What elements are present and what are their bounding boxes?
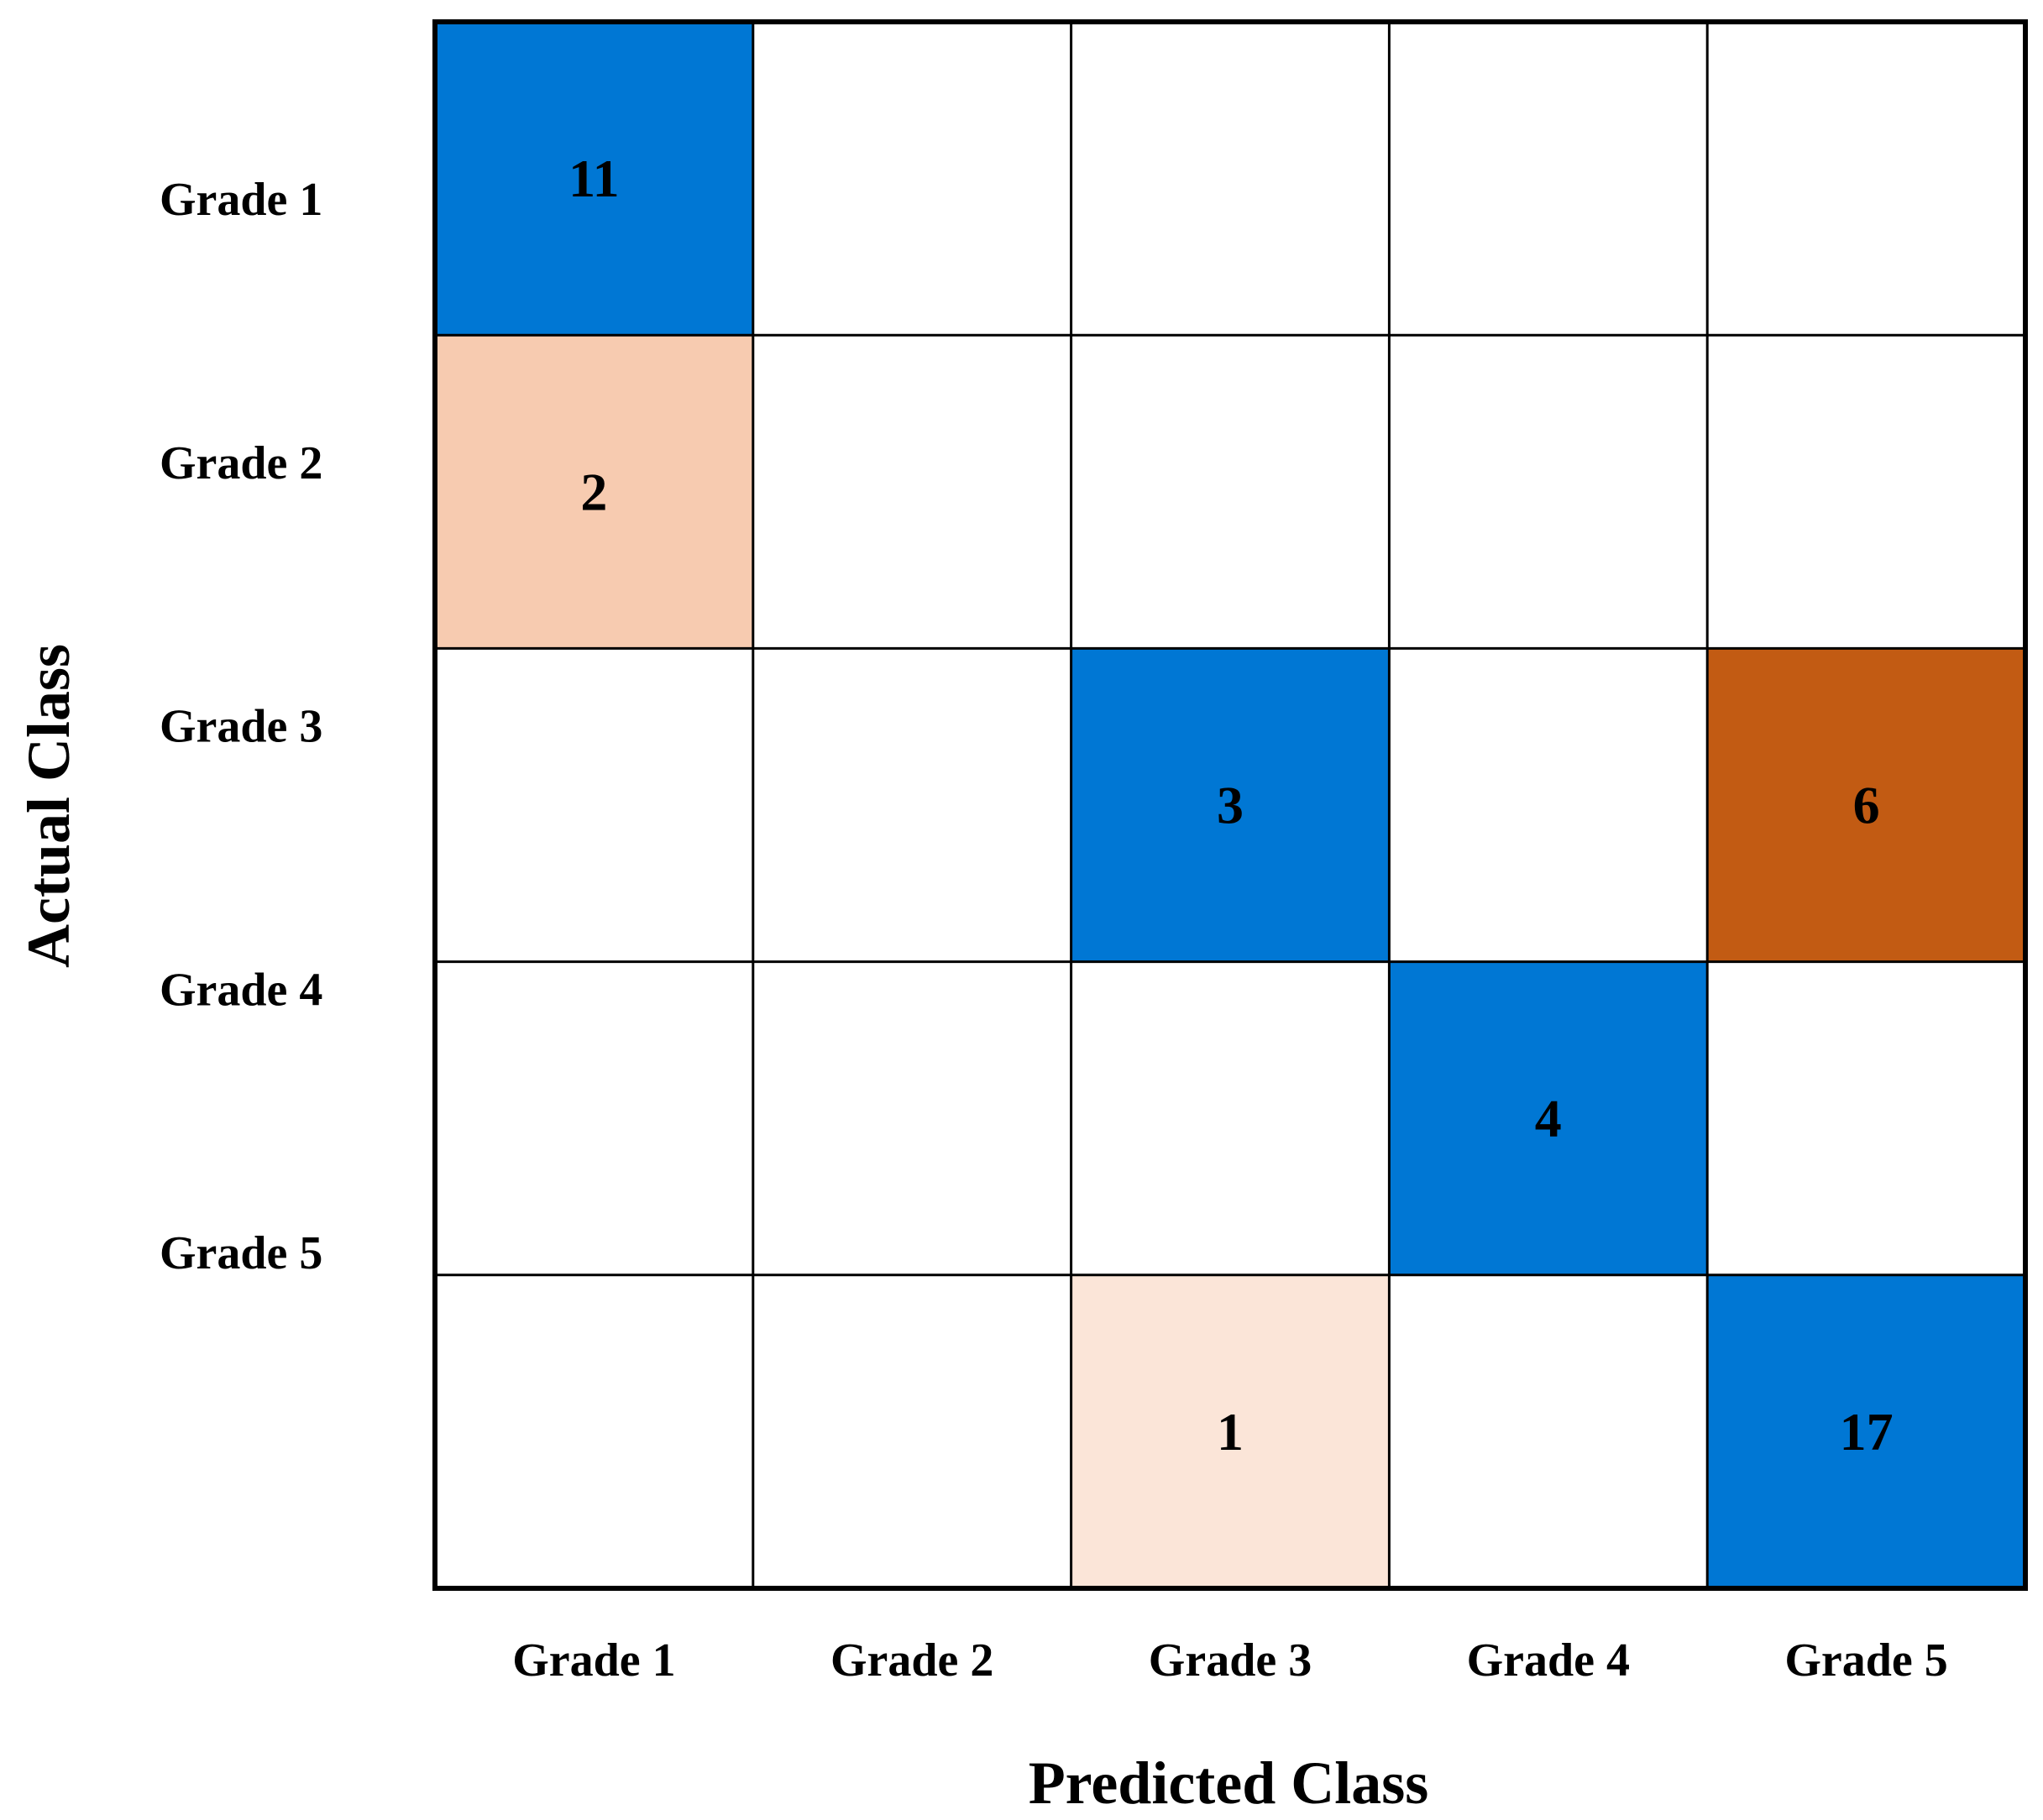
cell-value-r1-c1: 11	[568, 149, 619, 208]
cell-value-r5-c3: 1	[1217, 1402, 1244, 1462]
matrix-cell-r4-c4	[1389, 961, 1708, 1275]
cell-value-r5-c5: 17	[1840, 1402, 1894, 1462]
y-tick-label: Grade 2	[160, 437, 322, 489]
matrix-cell-r1-c1	[435, 22, 753, 336]
y-axis-label: Actual Class	[15, 644, 82, 968]
matrix-cells	[435, 22, 2025, 1588]
matrix-grid	[432, 19, 2028, 1591]
cell-value-r3-c3: 3	[1217, 776, 1244, 835]
cell-value-labels: 11 2 3 6 4 1 17	[568, 149, 1893, 1462]
matrix-border	[432, 19, 2028, 1591]
cell-value-r2-c1: 2	[580, 462, 607, 521]
x-tick-label: Grade 4	[1467, 1634, 1630, 1687]
matrix-cell-r5-c3	[1071, 1274, 1390, 1588]
y-tick-labels: Grade 1 Grade 2 Grade 3 Grade 4 Grade 5	[160, 174, 322, 1279]
y-tick-label: Grade 1	[160, 174, 322, 226]
x-tick-label: Grade 3	[1149, 1634, 1312, 1687]
matrix-cell-r3-c5	[1707, 648, 2025, 962]
cell-value-r3-c5: 6	[1853, 776, 1880, 835]
matrix-cell-r3-c3	[1071, 648, 1390, 962]
x-axis-label: Predicted Class	[1029, 1749, 1429, 1817]
x-tick-label: Grade 2	[830, 1634, 993, 1687]
x-tick-label: Grade 1	[512, 1634, 675, 1687]
y-tick-label: Grade 3	[160, 701, 322, 753]
x-tick-labels: Grade 1 Grade 2 Grade 3 Grade 4 Grade 5	[512, 1634, 1948, 1687]
x-tick-label: Grade 5	[1784, 1634, 1947, 1687]
y-tick-label: Grade 4	[160, 964, 322, 1016]
y-tick-label: Grade 5	[160, 1227, 322, 1279]
cell-value-r4-c4: 4	[1535, 1089, 1562, 1148]
matrix-cell-r5-c5	[1707, 1274, 2025, 1588]
matrix-cell-r2-c1	[435, 335, 753, 649]
